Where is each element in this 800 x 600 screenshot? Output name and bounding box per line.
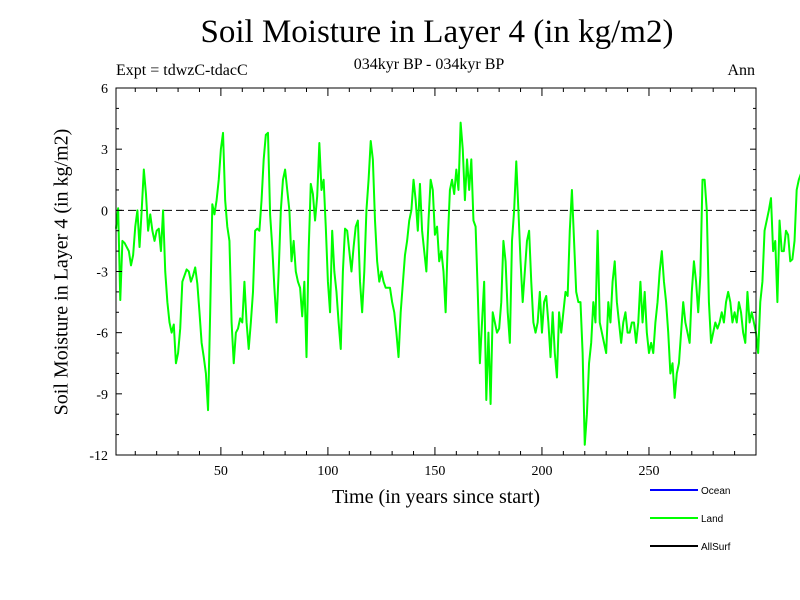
y-ticks: 6 3 0 -3 -6 -9 -12 <box>89 82 756 464</box>
legend-label: AllSurf <box>701 542 731 553</box>
legend: Ocean Land AllSurf <box>650 486 731 553</box>
series-line-land <box>115 121 800 446</box>
legend-item-land: Land <box>650 514 723 525</box>
legend-item-ocean: Ocean <box>650 486 730 497</box>
period-label: Ann <box>727 62 755 79</box>
y-tick-label: 0 <box>101 204 108 219</box>
y-tick-label: -12 <box>89 449 108 464</box>
y-tick-label: 3 <box>101 143 108 158</box>
legend-label: Ocean <box>701 486 730 497</box>
y-tick-label: -9 <box>96 388 108 403</box>
y-tick-label: -6 <box>96 327 108 342</box>
chart-title: Soil Moisture in Layer 4 (in kg/m2) <box>200 14 674 50</box>
x-tick-label: 200 <box>531 464 552 479</box>
x-axis-label: Time (in years since start) <box>331 486 541 508</box>
y-tick-label: -3 <box>96 266 108 281</box>
y-tick-label: 6 <box>101 82 108 97</box>
x-tick-label: 50 <box>214 464 228 479</box>
chart-subtitle: 034kyr BP - 034kyr BP <box>353 56 505 73</box>
legend-item-allsurf: AllSurf <box>650 542 731 553</box>
x-ticks: 50 100 150 200 250 <box>134 88 757 479</box>
series-layer <box>115 121 800 446</box>
x-tick-label: 100 <box>317 464 338 479</box>
legend-label: Land <box>701 514 723 525</box>
experiment-label: Expt = tdwzC-tdacC <box>116 62 248 79</box>
x-tick-label: 250 <box>638 464 659 479</box>
x-tick-label: 150 <box>424 464 445 479</box>
